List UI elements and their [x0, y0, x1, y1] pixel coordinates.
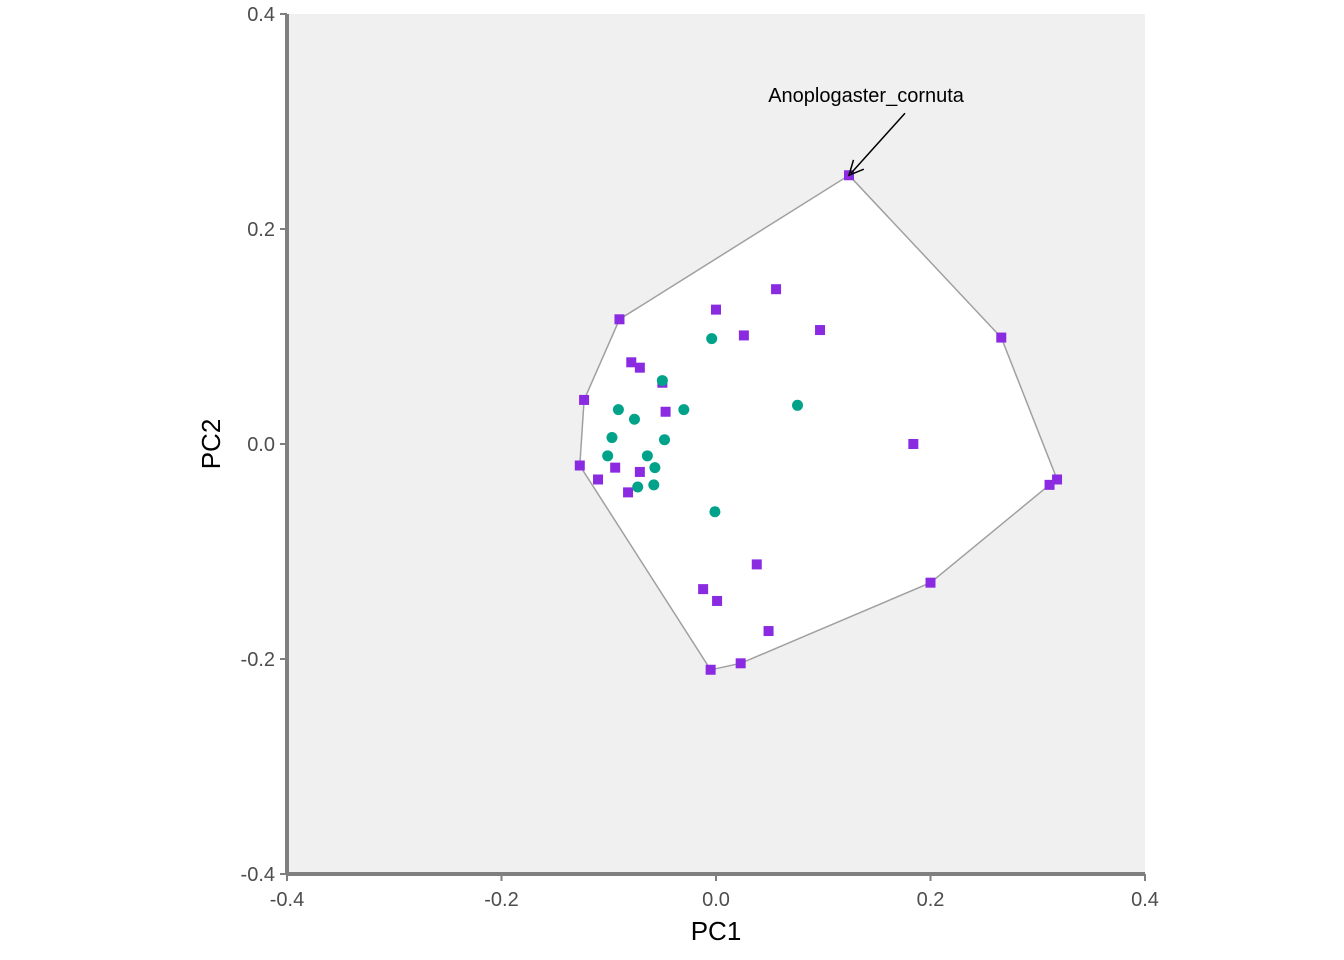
annotation-label: Anoplogaster_cornuta [768, 85, 965, 107]
data-point-circle [656, 375, 668, 387]
x-tick-label: 0.0 [702, 889, 730, 911]
data-point-square [574, 460, 585, 471]
data-point-square [660, 406, 671, 417]
data-point-circle [649, 462, 661, 474]
data-point-circle [606, 432, 618, 444]
points-layer [574, 170, 1063, 675]
data-point-square [1052, 474, 1063, 485]
data-point-circle [641, 450, 653, 462]
data-point-square [626, 357, 637, 368]
annotation-arrowhead [847, 159, 865, 177]
y-axis-ticks: -0.4 -0.2 0.0 0.2 0.4 [241, 4, 287, 886]
data-point-square [593, 474, 604, 485]
data-point-square [711, 304, 721, 315]
data-point-square [634, 466, 645, 477]
x-tick-label: 0.4 [1131, 889, 1159, 911]
data-point-circle [648, 479, 660, 491]
data-point-square [925, 577, 936, 588]
y-tick-label: 0.2 [247, 219, 275, 241]
y-tick-label: 0.4 [247, 4, 275, 26]
data-point-square [908, 439, 919, 449]
x-axis-ticks: -0.4 -0.2 0.0 0.2 0.4 [270, 874, 1159, 911]
data-point-square [1044, 479, 1055, 490]
data-point-circle [709, 506, 721, 518]
data-point-square [815, 325, 826, 336]
data-point-circle [628, 413, 640, 425]
y-tick-label: -0.4 [241, 864, 275, 886]
x-tick-label: 0.2 [917, 889, 945, 911]
data-point-circle [706, 333, 718, 345]
x-tick-label: -0.4 [270, 889, 304, 911]
data-point-circle [659, 434, 671, 446]
data-point-square [610, 462, 621, 473]
x-tick-label: -0.2 [484, 889, 518, 911]
y-tick-label: -0.2 [241, 649, 275, 671]
data-point-square [705, 664, 716, 675]
data-point-square [751, 559, 762, 570]
annotation-layer: Anoplogaster_cornuta [768, 85, 965, 177]
data-point-square [735, 658, 746, 669]
data-point-square [712, 595, 723, 606]
data-point-square [738, 330, 749, 341]
data-point-square [698, 584, 709, 595]
y-axis-title: PC2 [196, 419, 226, 470]
data-point-square [996, 332, 1007, 343]
data-point-circle [612, 404, 624, 416]
x-axis-title: PC1 [691, 916, 742, 946]
y-tick-label: 0.0 [247, 434, 275, 456]
annotation-arrow [850, 112, 906, 174]
data-point-square [634, 362, 645, 373]
data-point-square [579, 394, 590, 405]
data-point-circle [602, 450, 614, 462]
data-point-square [771, 284, 782, 295]
data-point-circle [792, 399, 804, 411]
data-point-circle [632, 481, 644, 493]
data-point-square [763, 626, 774, 637]
data-point-square [614, 314, 625, 325]
data-point-square [623, 487, 634, 498]
data-point-circle [678, 404, 690, 416]
